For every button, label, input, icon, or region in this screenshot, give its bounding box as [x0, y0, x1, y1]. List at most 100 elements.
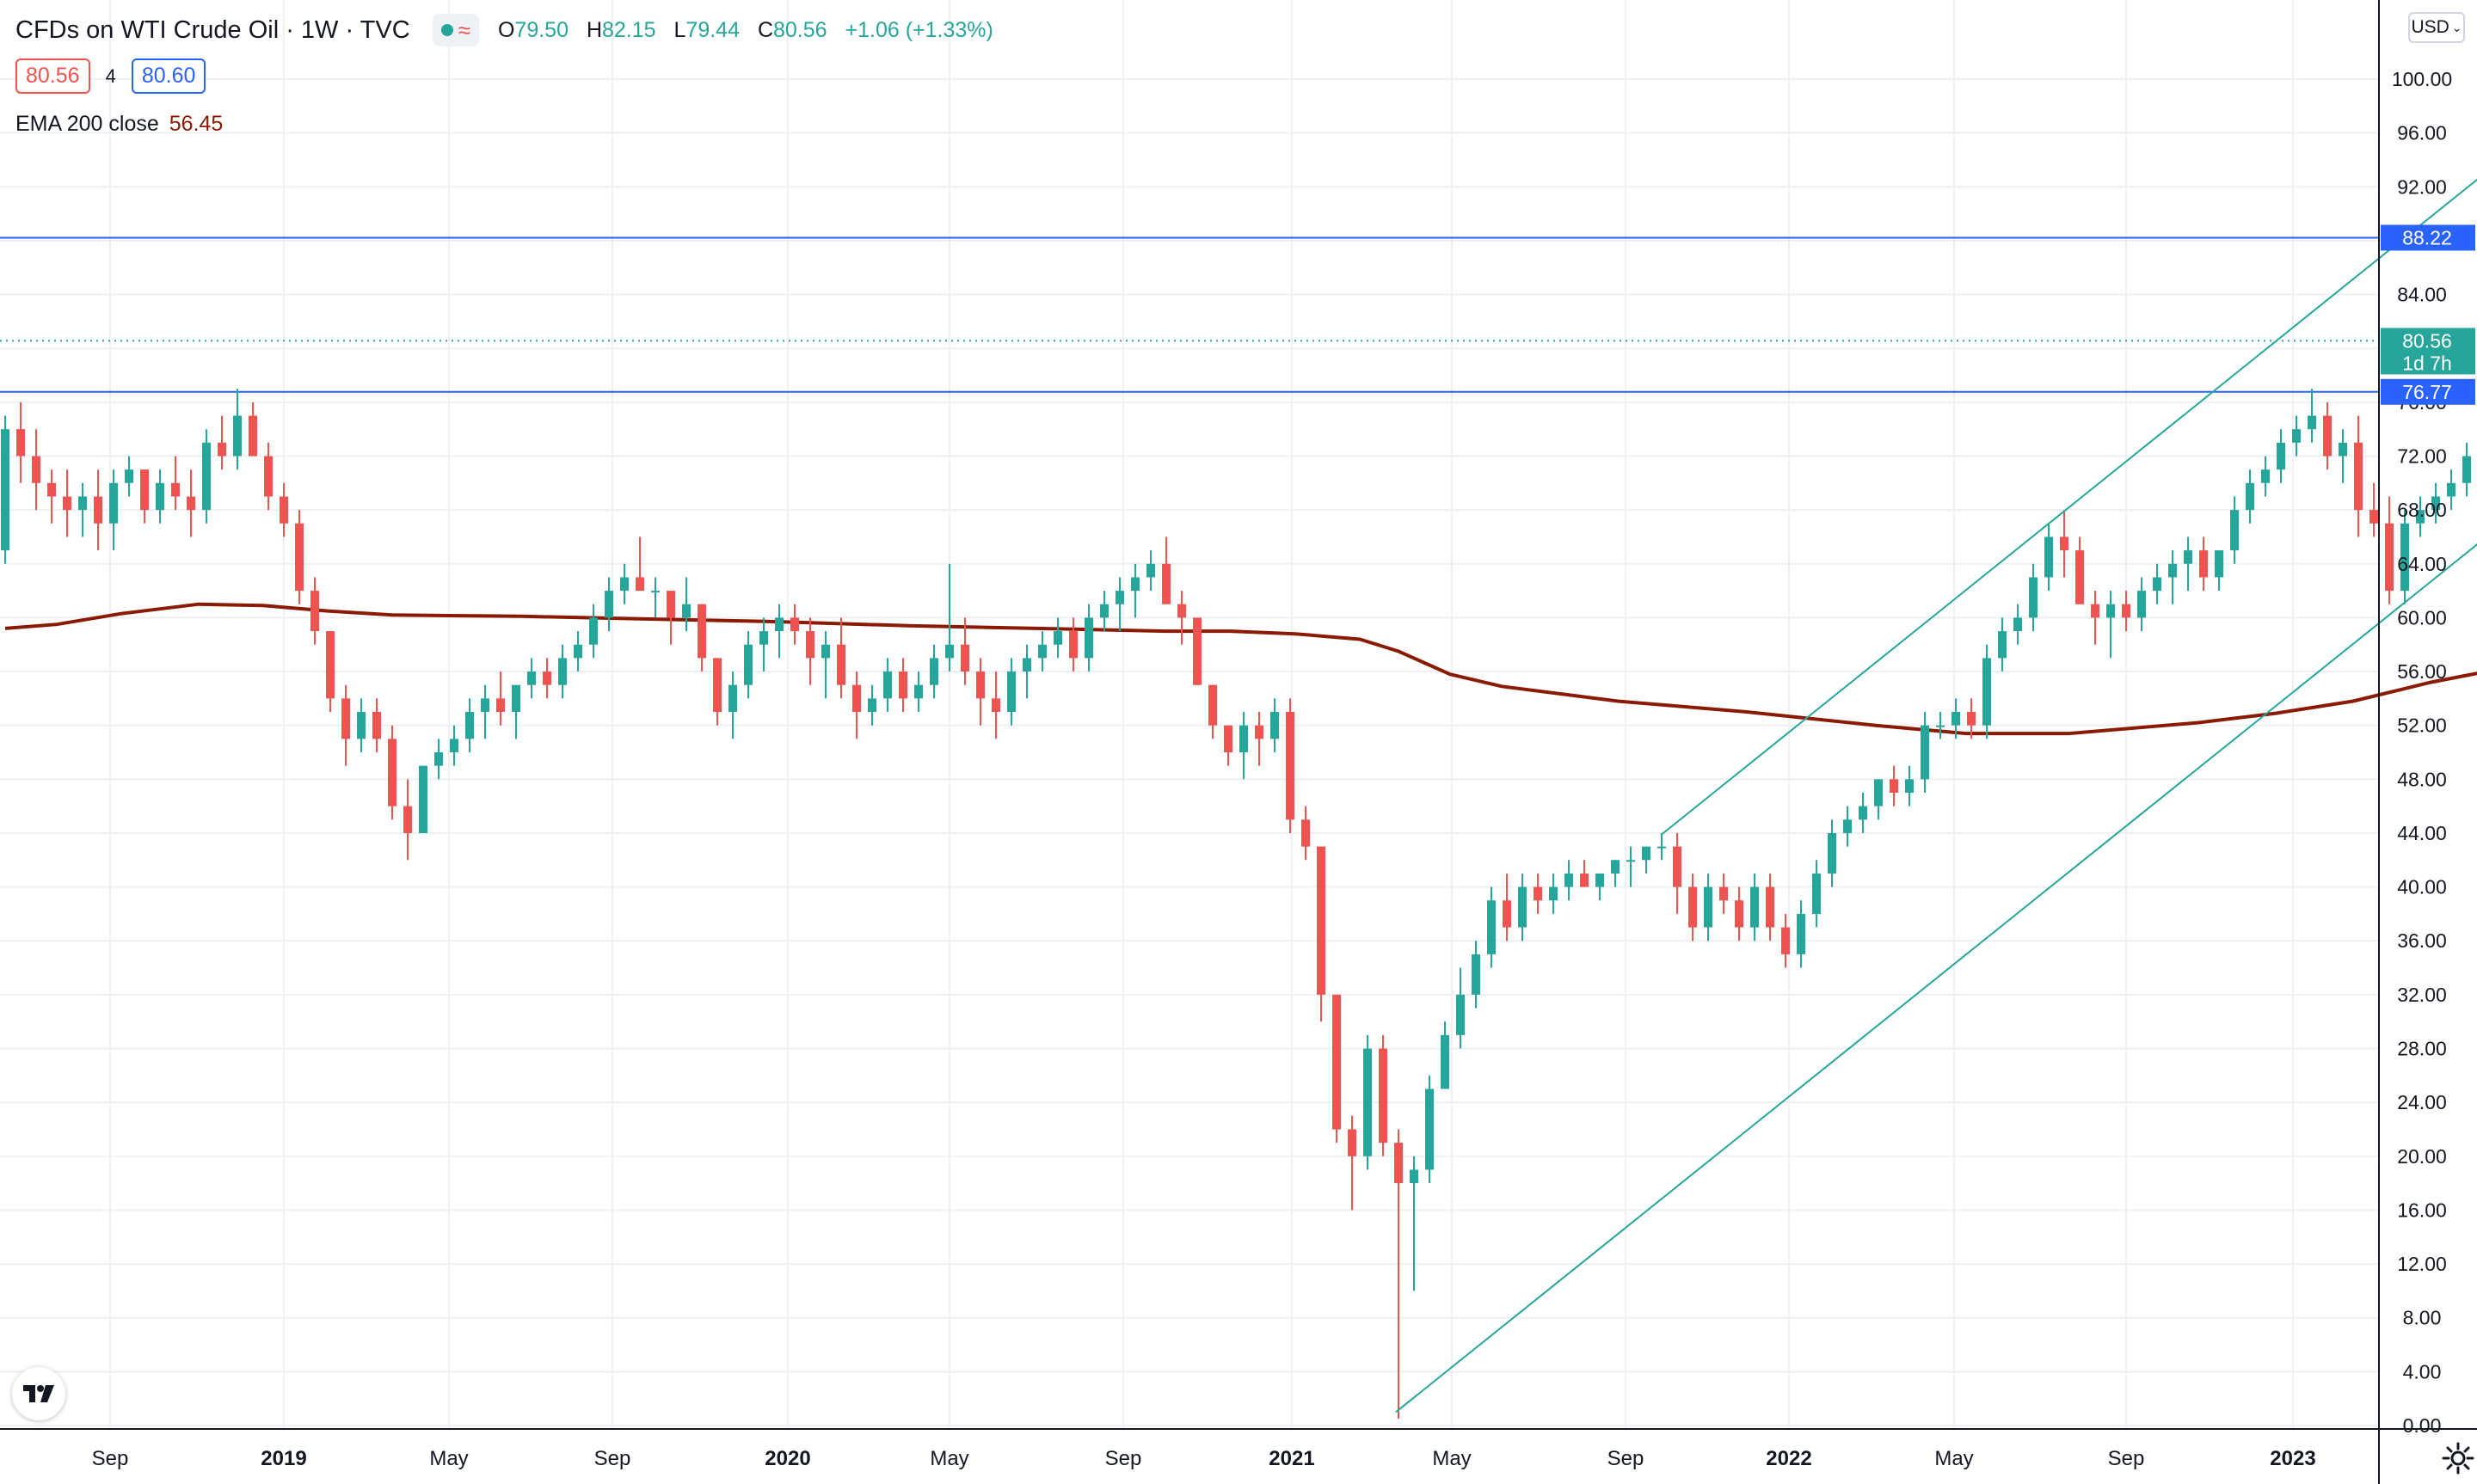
candle-body [1564, 873, 1573, 887]
time-tick-label: 2022 [1766, 1447, 1811, 1470]
candle-body [1766, 886, 1774, 928]
candle-body [326, 631, 335, 699]
time-tick-label: Sep [92, 1447, 129, 1470]
candle-body [1750, 886, 1759, 928]
price-tick-label: 36.00 [2397, 929, 2447, 952]
candle-body [682, 604, 691, 618]
sell-price-button[interactable]: 80.56 [15, 58, 90, 94]
last-price-label-countdown: 1d 7h [2402, 352, 2452, 374]
candle-body [1673, 846, 1681, 887]
candle-body [1023, 658, 1031, 672]
candle-body [1, 429, 9, 551]
candle-body [465, 712, 474, 739]
candle-body [1657, 846, 1666, 849]
candle-body [1116, 591, 1124, 604]
candle-body [264, 456, 273, 497]
price-tick-label: 16.00 [2397, 1199, 2447, 1221]
chevron-down-icon: ⌄ [2451, 20, 2462, 34]
candles-layer[interactable] [1, 320, 2477, 1420]
candle-body [558, 658, 567, 685]
tradingview-logo-icon[interactable] [12, 1367, 65, 1420]
currency-selector[interactable]: USD ⌄ [2408, 12, 2465, 43]
candle-body [1425, 1088, 1434, 1170]
price-tick-label: 44.00 [2397, 822, 2447, 844]
candle-body [1688, 886, 1697, 928]
candle-body [2060, 537, 2068, 551]
candle-body [1518, 886, 1527, 928]
candle-body [1054, 631, 1062, 645]
candle-body [2308, 415, 2316, 430]
candle-body [1549, 886, 1558, 901]
candle-body [1162, 563, 1171, 604]
candle-body [1503, 900, 1511, 928]
candle-body [32, 456, 40, 483]
settings-gear-icon[interactable] [2441, 1441, 2475, 1475]
candle-body [744, 644, 753, 685]
horizontal-levels[interactable] [0, 236, 2379, 393]
candle-body [2385, 523, 2394, 592]
currency-label: USD [2411, 17, 2449, 37]
price-tick-label: 4.00 [2403, 1360, 2442, 1383]
time-tick-label: May [1934, 1447, 1973, 1470]
price-tick-label: 96.00 [2397, 122, 2447, 144]
candle-body [1642, 846, 1650, 861]
candle-body [1441, 1034, 1449, 1089]
candle-body [790, 617, 799, 632]
candle-body [574, 644, 582, 659]
price-tick-label: 84.00 [2397, 284, 2447, 306]
time-tick-label: 2021 [1269, 1447, 1314, 1470]
price-tick-label: 64.00 [2397, 553, 2447, 575]
drawings-layer[interactable] [1395, 129, 2477, 1413]
ohlc-change: +1.06 (+1.33%) [845, 17, 993, 42]
market-status-button[interactable]: ≈ [432, 14, 479, 46]
candle-body [1828, 832, 1836, 874]
candle-body [2106, 604, 2115, 618]
candle-body [1394, 1143, 1403, 1184]
candle-body [1890, 779, 1898, 793]
channel-trendline [1395, 543, 2477, 1413]
candle-body [109, 482, 118, 524]
time-tick-label: Sep [1105, 1447, 1142, 1470]
candle-body [2246, 482, 2254, 511]
candle-body [419, 765, 427, 833]
time-tick-label: 2020 [765, 1447, 810, 1470]
candle-body [961, 644, 969, 672]
candle-body [976, 671, 985, 699]
candle-body [2122, 604, 2130, 618]
ohlc-close-key: C [757, 17, 773, 42]
candle-body [1982, 658, 1991, 726]
candle-body [1410, 1169, 1418, 1184]
candle-body [310, 591, 319, 632]
candle-body [868, 698, 876, 713]
candle-body [1286, 712, 1294, 820]
price-tick-label: 32.00 [2397, 984, 2447, 1006]
level-high-label: 88.22 [2402, 226, 2452, 248]
ohlc-close-value: 80.56 [773, 17, 827, 42]
last-price-label-bg [2381, 328, 2475, 375]
candle-body [1936, 725, 1945, 727]
data-delay-icon: ≈ [458, 17, 470, 43]
candle-body [1208, 684, 1217, 726]
indicator-legend[interactable]: EMA 200 close 56.45 [15, 112, 223, 137]
price-tick-label: 92.00 [2397, 175, 2447, 198]
candle-body [1146, 563, 1155, 578]
candle-body [2277, 442, 2285, 470]
candle-body [1735, 900, 1743, 928]
price-tick-label: 12.00 [2397, 1253, 2447, 1275]
candle-body [2339, 442, 2347, 457]
candle-body [992, 698, 1000, 713]
price-tick-label: 68.00 [2397, 499, 2447, 521]
buy-price-button[interactable]: 80.60 [131, 58, 206, 94]
candle-body [914, 684, 923, 699]
candle-body [1193, 617, 1202, 685]
candle-body [1085, 617, 1093, 659]
candle-body [2400, 523, 2409, 592]
legend-title-row: CFDs on WTI Crude Oil · 1W · TVC ≈ O79.5… [15, 14, 1005, 46]
candle-body [233, 415, 242, 457]
symbol-title[interactable]: CFDs on WTI Crude Oil · 1W · TVC [15, 15, 410, 44]
ohlc-low-key: L [673, 17, 686, 42]
candle-body [1255, 725, 1263, 739]
candle-body [899, 671, 907, 699]
candle-body [156, 482, 164, 511]
